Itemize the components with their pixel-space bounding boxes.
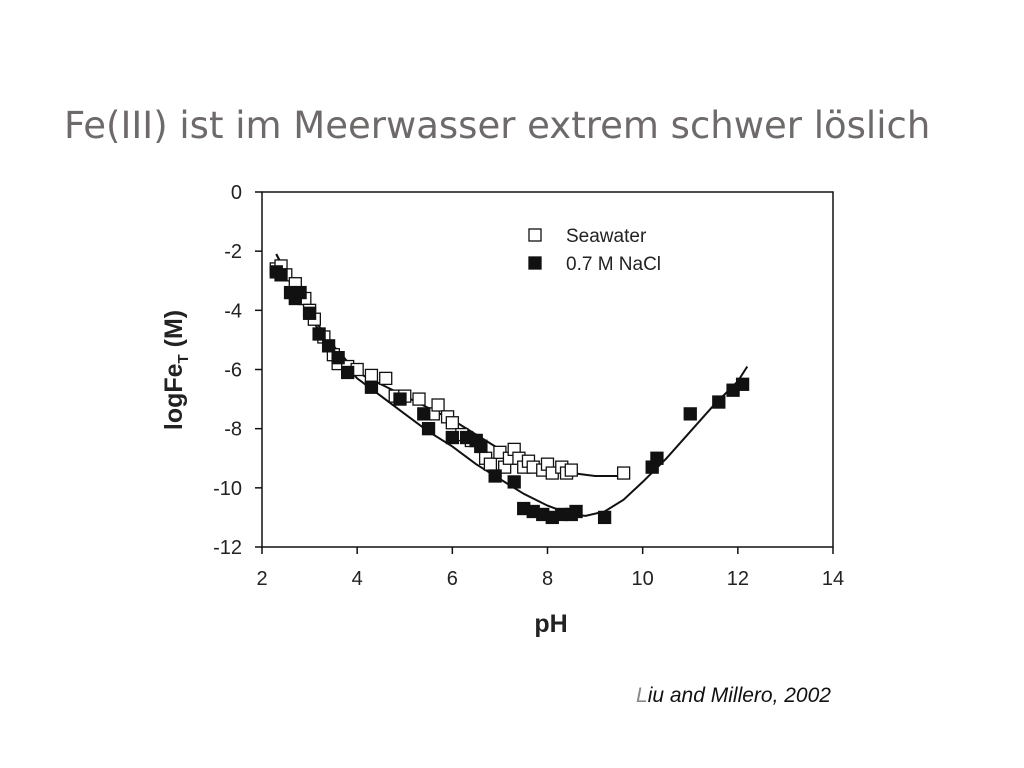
seawater-point bbox=[412, 392, 426, 406]
seawater-point bbox=[483, 457, 498, 471]
x-tick-label: 6 bbox=[447, 568, 458, 590]
x-tick-label: 8 bbox=[542, 568, 553, 590]
y-tick-label: -12 bbox=[213, 537, 242, 559]
nacl-point bbox=[302, 306, 317, 320]
seawater-point bbox=[379, 371, 393, 386]
nacl-point bbox=[597, 510, 612, 525]
citation: Liu and Millero, 2002 bbox=[636, 684, 831, 708]
y-axis-title: logFeT (M) bbox=[160, 310, 192, 430]
legend-label: Seawater bbox=[566, 226, 647, 247]
y-axis-title-main: logFe bbox=[160, 363, 188, 430]
x-tick-label: 2 bbox=[256, 568, 267, 590]
y-axis-title-text: logFeT (M) bbox=[160, 310, 192, 430]
nacl-point bbox=[421, 422, 436, 436]
y-tick-label: -10 bbox=[213, 478, 242, 500]
plot-frame bbox=[261, 191, 834, 548]
nacl-point bbox=[293, 285, 307, 300]
citation-first-letter: L bbox=[636, 684, 648, 707]
y-tick-label: 0 bbox=[231, 182, 242, 204]
x-tick-label: 12 bbox=[727, 568, 749, 590]
x-tick-label: 4 bbox=[352, 568, 363, 590]
nacl-point bbox=[321, 339, 336, 353]
nacl-point bbox=[683, 407, 697, 421]
y-axis-title-unit: (M) bbox=[160, 310, 188, 354]
seawater-point bbox=[431, 398, 445, 412]
x-axis-title: pH bbox=[534, 610, 567, 638]
nacl-point bbox=[274, 268, 288, 282]
nacl-point bbox=[507, 475, 521, 489]
y-tick-label: -2 bbox=[224, 241, 242, 263]
nacl-point bbox=[650, 451, 664, 465]
seawater-point bbox=[616, 466, 631, 480]
nacl-point bbox=[312, 327, 326, 341]
legend-marker bbox=[528, 228, 542, 242]
y-tick-label: -4 bbox=[224, 300, 242, 322]
nacl-point bbox=[445, 430, 459, 445]
y-tick-label: -8 bbox=[224, 419, 242, 441]
y-ticks: 0 -2 -4 -6 -8 -10 -12 bbox=[213, 182, 262, 559]
nacl-point bbox=[364, 380, 379, 394]
seawater-point bbox=[364, 368, 379, 383]
y-axis-title-sub: T bbox=[175, 354, 192, 363]
x-tick-label: 14 bbox=[822, 568, 844, 590]
nacl-point bbox=[488, 469, 502, 483]
slide-title: Fe(III) ist im Meerwasser extrem schwer … bbox=[64, 104, 931, 147]
nacl-point bbox=[340, 365, 355, 380]
nacl-point bbox=[735, 377, 750, 391]
y-tick-label: -6 bbox=[224, 360, 242, 382]
nacl-point bbox=[712, 395, 726, 409]
nacl-point bbox=[393, 392, 407, 406]
seawater-point bbox=[564, 463, 578, 477]
legend: Seawater 0.7 M NaCl bbox=[528, 226, 661, 275]
nacl-point bbox=[474, 439, 488, 454]
nacl-point bbox=[417, 407, 431, 421]
legend-marker bbox=[528, 256, 542, 270]
x-tick-label: 10 bbox=[632, 568, 654, 590]
x-ticks: 2 4 6 8 10 12 14 bbox=[256, 547, 844, 590]
legend-label: 0.7 M NaCl bbox=[566, 254, 661, 275]
nacl-point bbox=[569, 504, 583, 519]
seawater-point bbox=[445, 416, 459, 430]
data-points bbox=[269, 259, 750, 525]
nacl-point bbox=[331, 351, 345, 365]
citation-text: iu and Millero, 2002 bbox=[647, 684, 831, 707]
